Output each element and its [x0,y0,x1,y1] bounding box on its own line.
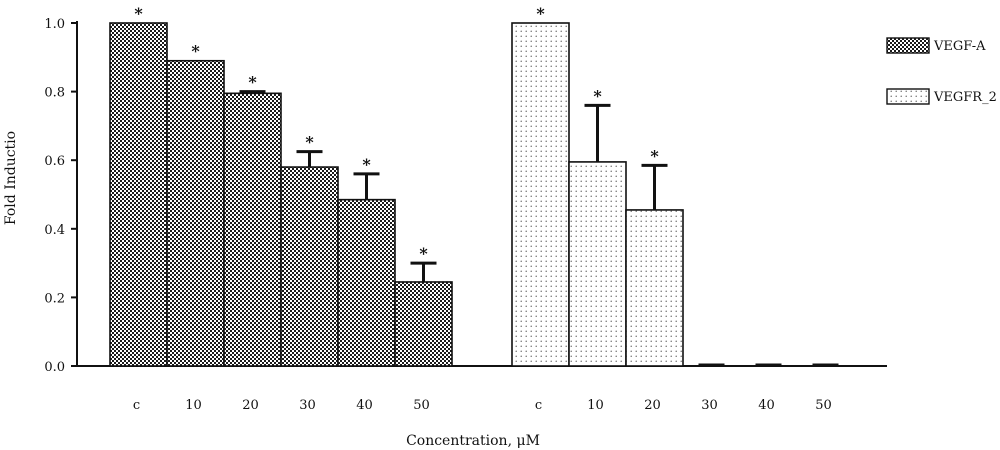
significance-marker: * [536,4,545,23]
bar [568,161,627,367]
x-tick-label: 20 [242,398,259,413]
bar [625,209,684,367]
y-tick-label: 0.2 [44,291,65,306]
bar [394,281,453,367]
x-tick-label: 40 [356,398,373,413]
bar [109,22,168,367]
significance-marker: * [593,86,602,105]
x-tick-label: 10 [587,398,604,413]
bar [166,59,225,367]
legend-swatch [886,88,930,105]
legend-label: VEGFR_2 [933,90,997,105]
y-tick-label: 0.6 [44,154,65,169]
y-tick-label: 0.0 [44,360,65,375]
significance-marker: * [305,133,314,152]
x-axis: c 10 20 30 40 50 c 10 20 30 40 50 [77,365,887,413]
y-axis-label: Fold Inductio [3,131,19,225]
bar [337,198,396,367]
y-axis: 0.0 0.2 0.4 0.6 0.8 1.0 [44,17,78,375]
y-tick-label: 0.4 [44,223,65,238]
x-tick-label: 30 [701,398,718,413]
x-tick-label: c [133,398,140,413]
legend: VEGF-A VEGFR_2 [886,37,997,105]
legend-swatch [886,37,930,54]
x-axis-label: Concentration, μM [406,433,540,449]
y-tick-label: 0.8 [44,86,65,101]
bar [280,166,339,367]
significance-marker: * [650,146,659,165]
y-tick-label: 1.0 [44,17,65,32]
significance-marker: * [362,155,371,174]
x-tick-label: 20 [644,398,661,413]
x-tick-label: 40 [758,398,775,413]
x-tick-label: c [535,398,542,413]
x-tick-label: 10 [185,398,202,413]
significance-marker: * [191,42,200,61]
bar [223,92,282,367]
significance-marker: * [248,73,257,92]
bar [511,22,570,367]
significance-marker: * [419,244,428,263]
x-tick-label: 30 [299,398,316,413]
bars: * * * * * * * * * [109,4,839,367]
significance-marker: * [134,4,143,23]
x-tick-label: 50 [413,398,430,413]
x-tick-label: 50 [815,398,832,413]
legend-label: VEGF-A [933,39,986,54]
